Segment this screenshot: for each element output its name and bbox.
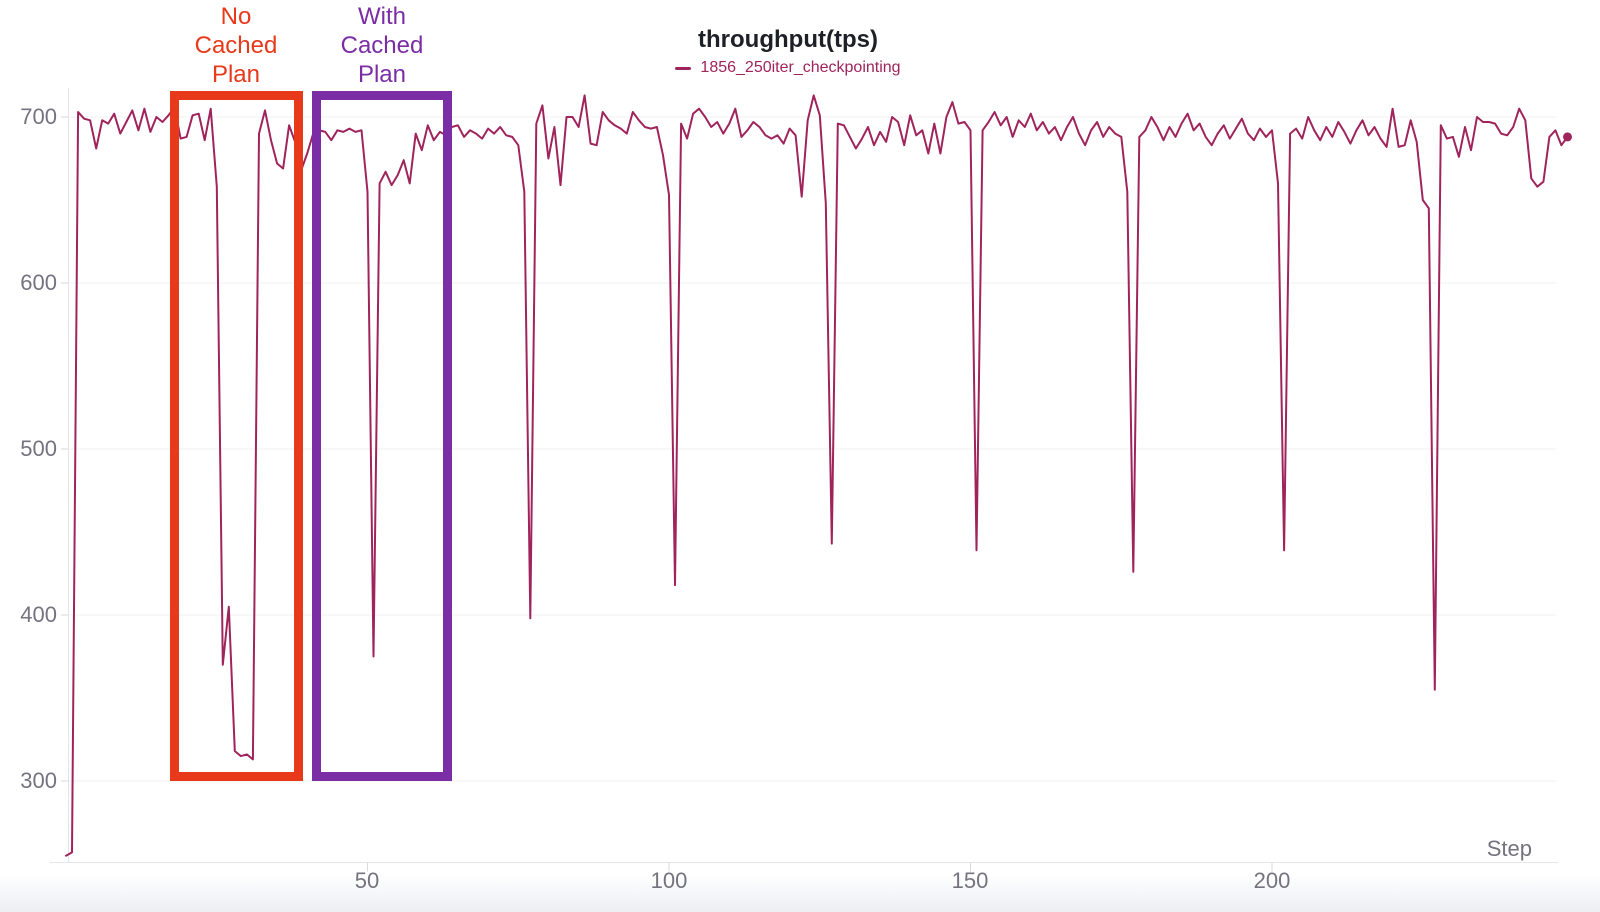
y-axis-tick-label: 700 — [20, 104, 57, 129]
panel-bottom-fade — [0, 874, 1600, 912]
legend-series-label: 1856_250iter_checkpointing — [700, 59, 901, 76]
y-axis-tick-label: 600 — [20, 270, 57, 295]
annotation-box-no-cached-plan — [170, 91, 303, 781]
annotation-label-line: Plan — [211, 61, 261, 88]
x-axis-tick-label: 150 — [951, 868, 989, 893]
x-axis-tick-label: 50 — [354, 868, 380, 893]
annotation-label-line: No — [220, 3, 252, 30]
x-axis-title: Step — [1486, 836, 1532, 861]
annotation-label-line: With — [358, 3, 406, 30]
annotation-label-line: Cached — [340, 32, 424, 59]
annotation-label-line: Plan — [357, 61, 407, 88]
annotation-label-line: Cached — [194, 32, 278, 59]
y-axis-tick-label: 300 — [20, 768, 57, 793]
y-axis-tick-label: 500 — [20, 436, 57, 461]
chart-title: throughput(tps) — [698, 26, 878, 53]
annotation-label-no-cached-plan: No Cached Plan — [161, 2, 311, 89]
annotation-label-with-cached-plan: With Cached Plan — [307, 2, 457, 89]
legend-item[interactable]: 1856_250iter_checkpointing — [588, 59, 988, 77]
x-axis-tick-label: 100 — [650, 868, 688, 893]
annotation-box-with-cached-plan — [312, 91, 452, 781]
x-axis-tick-label: 200 — [1253, 868, 1291, 893]
y-axis-tick-label: 400 — [20, 602, 57, 627]
legend-line-swatch — [675, 66, 692, 70]
